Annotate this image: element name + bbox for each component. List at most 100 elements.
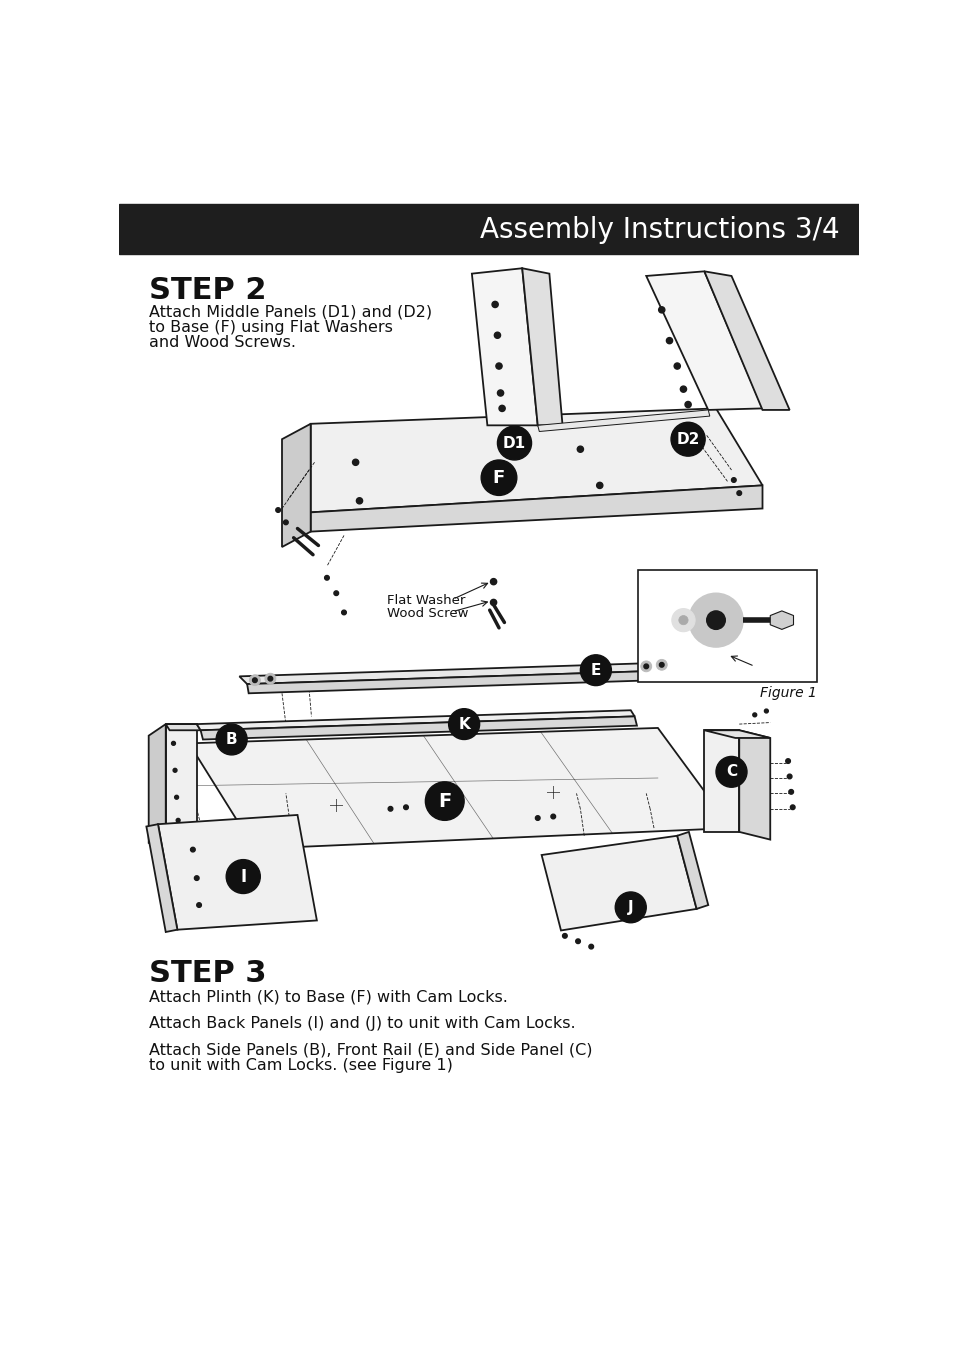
Text: I: I [240, 868, 246, 886]
Circle shape [588, 944, 593, 949]
Circle shape [480, 460, 517, 495]
Circle shape [497, 427, 531, 460]
Text: STEP 3: STEP 3 [149, 958, 266, 988]
Circle shape [249, 675, 260, 686]
Circle shape [731, 478, 736, 482]
Circle shape [253, 678, 257, 683]
Circle shape [226, 860, 260, 894]
Circle shape [688, 593, 742, 647]
Polygon shape [537, 410, 709, 432]
Circle shape [341, 610, 346, 614]
Bar [119, 204, 858, 254]
Circle shape [490, 579, 497, 585]
Polygon shape [703, 730, 769, 738]
Circle shape [196, 903, 201, 907]
Circle shape [786, 774, 791, 779]
Polygon shape [196, 710, 634, 730]
Circle shape [550, 814, 555, 819]
Circle shape [615, 892, 645, 923]
Text: to Base (F) using Flat Washers: to Base (F) using Flat Washers [149, 320, 393, 335]
Circle shape [658, 306, 664, 313]
Circle shape [671, 609, 695, 632]
Polygon shape [677, 832, 707, 909]
Polygon shape [703, 730, 739, 832]
Circle shape [763, 709, 767, 713]
Circle shape [490, 599, 497, 606]
Text: Figure 1: Figure 1 [760, 686, 816, 699]
Text: C: C [725, 764, 737, 779]
Circle shape [194, 876, 199, 880]
Circle shape [684, 401, 691, 408]
Text: to unit with Cam Locks. (see Figure 1): to unit with Cam Locks. (see Figure 1) [149, 1057, 452, 1072]
Text: Attach Side Panels (B), Front Rail (E) and Side Panel (C): Attach Side Panels (B), Front Rail (E) a… [149, 1042, 592, 1057]
Polygon shape [703, 271, 789, 410]
Circle shape [403, 805, 408, 810]
Circle shape [174, 795, 178, 799]
Polygon shape [282, 424, 311, 547]
Circle shape [562, 934, 567, 938]
Circle shape [334, 591, 338, 595]
Circle shape [666, 338, 672, 344]
Text: Wood Screw: Wood Screw [386, 606, 468, 620]
Text: J: J [627, 900, 633, 915]
Text: E: E [590, 663, 600, 678]
Circle shape [356, 498, 362, 504]
Bar [638, 570, 816, 682]
Text: Attach Back Panels (I) and (J) to unit with Cam Locks.: Attach Back Panels (I) and (J) to unit w… [149, 1017, 575, 1031]
Circle shape [706, 612, 724, 629]
Polygon shape [311, 486, 761, 532]
Text: Attach Plinth (K) to Base (F) with Cam Locks.: Attach Plinth (K) to Base (F) with Cam L… [149, 990, 507, 1004]
Circle shape [535, 815, 539, 821]
Circle shape [324, 575, 329, 580]
Circle shape [679, 386, 686, 393]
Circle shape [736, 491, 740, 495]
Circle shape [268, 676, 273, 680]
Polygon shape [541, 836, 696, 930]
Polygon shape [200, 717, 637, 740]
Circle shape [425, 782, 464, 821]
Circle shape [640, 662, 651, 672]
Polygon shape [239, 663, 677, 684]
Circle shape [497, 390, 503, 396]
Circle shape [579, 655, 611, 686]
Text: D1: D1 [502, 436, 525, 451]
Circle shape [283, 520, 288, 525]
Text: F: F [437, 791, 451, 810]
Circle shape [448, 709, 479, 740]
Circle shape [492, 301, 497, 308]
Circle shape [176, 818, 180, 822]
Circle shape [716, 756, 746, 787]
Polygon shape [247, 670, 679, 694]
Text: Assembly Instructions 3/4: Assembly Instructions 3/4 [480, 216, 840, 244]
Circle shape [670, 423, 704, 456]
Circle shape [596, 482, 602, 489]
Circle shape [494, 332, 500, 339]
Polygon shape [166, 724, 200, 730]
Circle shape [785, 759, 790, 763]
Circle shape [216, 724, 247, 755]
Circle shape [643, 664, 648, 668]
Circle shape [752, 713, 756, 717]
Circle shape [353, 459, 358, 466]
Text: Flat Washer: Flat Washer [386, 594, 464, 608]
Circle shape [172, 768, 177, 772]
Circle shape [659, 663, 663, 667]
Polygon shape [166, 724, 196, 832]
Circle shape [679, 616, 687, 625]
Circle shape [790, 805, 794, 810]
Polygon shape [158, 815, 316, 930]
Circle shape [674, 363, 679, 369]
Text: K: K [457, 717, 470, 732]
Circle shape [788, 790, 793, 794]
Text: and Wood Screws.: and Wood Screws. [149, 335, 295, 350]
Circle shape [191, 848, 195, 852]
Circle shape [577, 446, 583, 452]
Circle shape [265, 674, 275, 684]
Circle shape [275, 508, 280, 513]
Polygon shape [146, 825, 177, 932]
Circle shape [496, 363, 501, 369]
Polygon shape [311, 409, 761, 513]
Polygon shape [739, 730, 769, 840]
Circle shape [575, 940, 579, 944]
Polygon shape [645, 271, 761, 410]
